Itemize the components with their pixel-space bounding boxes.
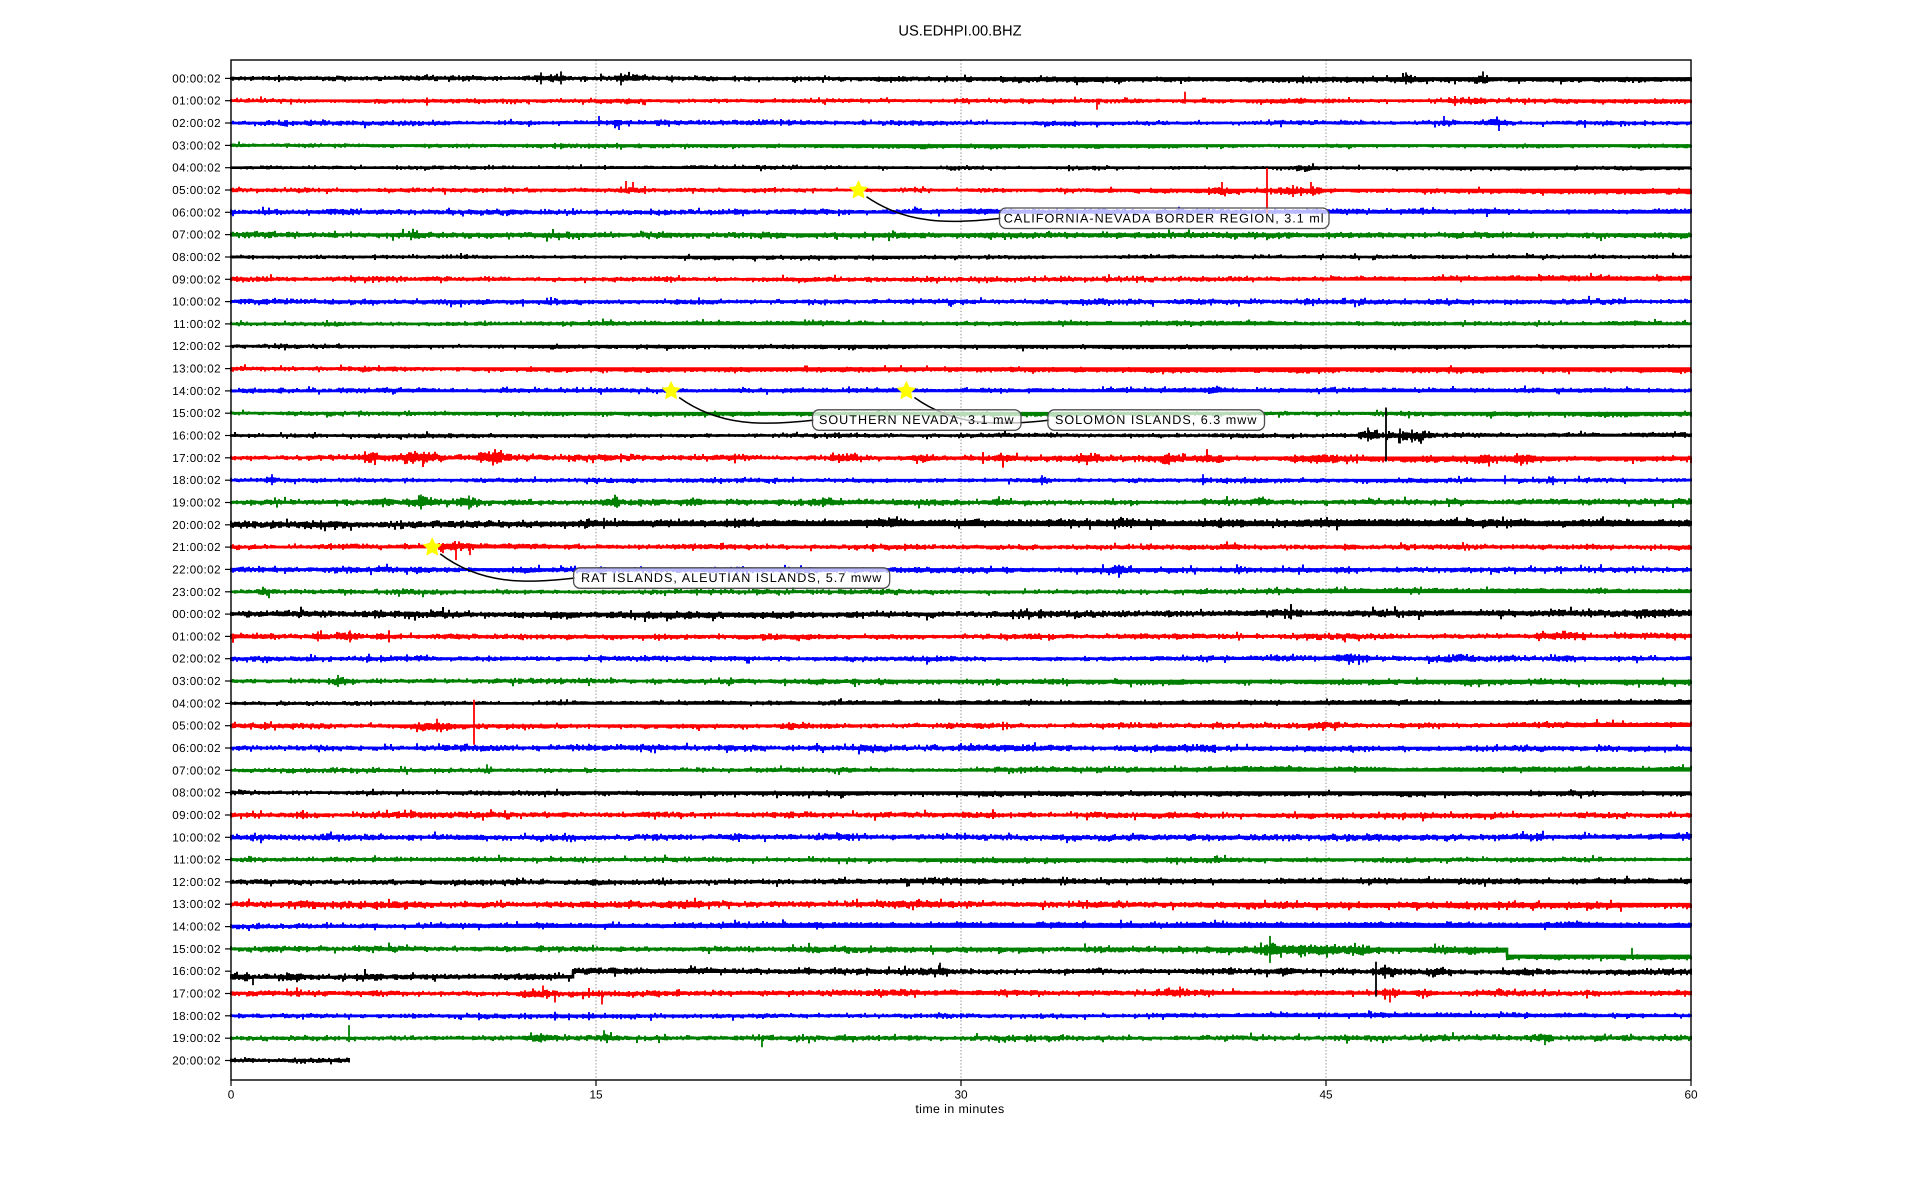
svg-text:18:00:02: 18:00:02 xyxy=(172,474,221,487)
svg-text:05:00:02: 05:00:02 xyxy=(172,184,221,197)
svg-text:00:00:02: 00:00:02 xyxy=(172,608,221,621)
svg-text:08:00:02: 08:00:02 xyxy=(172,787,221,800)
svg-text:19:00:02: 19:00:02 xyxy=(172,497,221,510)
svg-text:07:00:02: 07:00:02 xyxy=(172,764,221,777)
svg-text:14:00:02: 14:00:02 xyxy=(172,385,221,398)
svg-text:US.EDHPI.00.BHZ: US.EDHPI.00.BHZ xyxy=(898,23,1021,39)
svg-text:02:00:02: 02:00:02 xyxy=(172,653,221,666)
svg-text:13:00:02: 13:00:02 xyxy=(172,898,221,911)
svg-text:30: 30 xyxy=(954,1088,968,1102)
svg-text:05:00:02: 05:00:02 xyxy=(172,720,221,733)
svg-text:15:00:02: 15:00:02 xyxy=(172,407,221,420)
svg-text:15: 15 xyxy=(589,1088,603,1102)
svg-text:12:00:02: 12:00:02 xyxy=(172,876,221,889)
svg-text:04:00:02: 04:00:02 xyxy=(172,162,221,175)
svg-text:10:00:02: 10:00:02 xyxy=(172,296,221,309)
svg-text:21:00:02: 21:00:02 xyxy=(172,541,221,554)
svg-text:16:00:02: 16:00:02 xyxy=(172,430,221,443)
svg-text:09:00:02: 09:00:02 xyxy=(172,809,221,822)
svg-text:10:00:02: 10:00:02 xyxy=(172,831,221,844)
svg-text:45: 45 xyxy=(1319,1088,1333,1102)
svg-text:17:00:02: 17:00:02 xyxy=(172,452,221,465)
svg-text:01:00:02: 01:00:02 xyxy=(172,95,221,108)
svg-text:18:00:02: 18:00:02 xyxy=(172,1010,221,1023)
svg-text:20:00:02: 20:00:02 xyxy=(172,519,221,532)
svg-text:02:00:02: 02:00:02 xyxy=(172,117,221,130)
svg-text:12:00:02: 12:00:02 xyxy=(172,340,221,353)
svg-text:06:00:02: 06:00:02 xyxy=(172,206,221,219)
svg-text:01:00:02: 01:00:02 xyxy=(172,630,221,643)
svg-text:14:00:02: 14:00:02 xyxy=(172,921,221,934)
svg-text:SOUTHERN NEVADA, 3.1 mw: SOUTHERN NEVADA, 3.1 mw xyxy=(819,413,1015,427)
svg-text:17:00:02: 17:00:02 xyxy=(172,988,221,1001)
svg-text:08:00:02: 08:00:02 xyxy=(172,251,221,264)
svg-text:16:00:02: 16:00:02 xyxy=(172,965,221,978)
svg-text:19:00:02: 19:00:02 xyxy=(172,1032,221,1045)
svg-text:11:00:02: 11:00:02 xyxy=(173,854,221,867)
svg-text:09:00:02: 09:00:02 xyxy=(172,273,221,286)
svg-text:03:00:02: 03:00:02 xyxy=(172,675,221,688)
svg-text:60: 60 xyxy=(1684,1088,1698,1102)
svg-text:04:00:02: 04:00:02 xyxy=(172,697,221,710)
svg-text:15:00:02: 15:00:02 xyxy=(172,943,221,956)
svg-text:03:00:02: 03:00:02 xyxy=(172,139,221,152)
svg-text:RAT ISLANDS, ALEUTIAN ISLANDS,: RAT ISLANDS, ALEUTIAN ISLANDS, 5.7 mww xyxy=(581,571,882,585)
svg-text:time in minutes: time in minutes xyxy=(915,1102,1004,1116)
svg-text:13:00:02: 13:00:02 xyxy=(172,363,221,376)
svg-text:07:00:02: 07:00:02 xyxy=(172,229,221,242)
svg-text:06:00:02: 06:00:02 xyxy=(172,742,221,755)
svg-text:SOLOMON ISLANDS, 6.3 mww: SOLOMON ISLANDS, 6.3 mww xyxy=(1055,413,1257,427)
svg-text:20:00:02: 20:00:02 xyxy=(172,1055,221,1068)
svg-text:11:00:02: 11:00:02 xyxy=(173,318,221,331)
svg-text:CALIFORNIA-NEVADA BORDER REGIO: CALIFORNIA-NEVADA BORDER REGION, 3.1 ml xyxy=(1004,211,1325,225)
svg-text:23:00:02: 23:00:02 xyxy=(172,586,221,599)
svg-text:0: 0 xyxy=(228,1088,235,1102)
svg-text:22:00:02: 22:00:02 xyxy=(172,563,221,576)
svg-text:00:00:02: 00:00:02 xyxy=(172,72,221,85)
